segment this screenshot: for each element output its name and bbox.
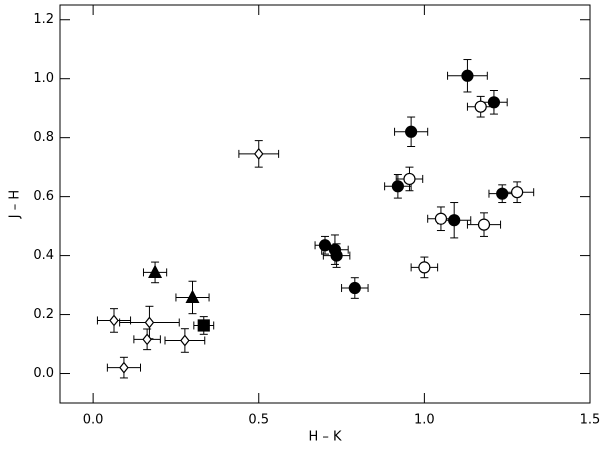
point <box>403 172 416 186</box>
point <box>318 239 332 252</box>
y-tick-label: 1.0 <box>33 71 54 86</box>
x-tick-label: 0.5 <box>248 413 269 428</box>
point <box>142 333 152 346</box>
x-tick-label: 1.5 <box>580 413 600 428</box>
point <box>474 100 487 113</box>
point <box>119 361 129 374</box>
point <box>109 314 119 327</box>
point <box>348 281 361 295</box>
point <box>330 249 343 262</box>
x-tick-label: 0.0 <box>83 413 104 428</box>
point <box>496 187 509 200</box>
point <box>461 69 474 82</box>
y-tick-label: 0.8 <box>33 130 54 145</box>
y-tick-label: 0.0 <box>33 366 54 381</box>
point <box>197 319 210 332</box>
x-tick-label: 1.0 <box>414 413 435 428</box>
point <box>391 180 404 193</box>
point <box>511 186 524 199</box>
point <box>434 212 448 225</box>
point <box>180 334 190 347</box>
point <box>185 289 200 304</box>
x-axis-label: H – K <box>308 430 342 445</box>
point <box>418 261 431 274</box>
point <box>148 264 163 278</box>
point <box>477 218 491 231</box>
point <box>405 125 418 138</box>
point <box>253 147 264 160</box>
y-axis-label: J – H <box>8 190 23 219</box>
point <box>144 316 155 329</box>
y-tick-label: 0.6 <box>33 189 54 204</box>
y-tick-label: 0.2 <box>33 307 54 322</box>
plot-frame <box>59 4 591 404</box>
y-tick-label: 0.4 <box>33 248 54 263</box>
y-tick-label: 1.2 <box>33 12 54 27</box>
